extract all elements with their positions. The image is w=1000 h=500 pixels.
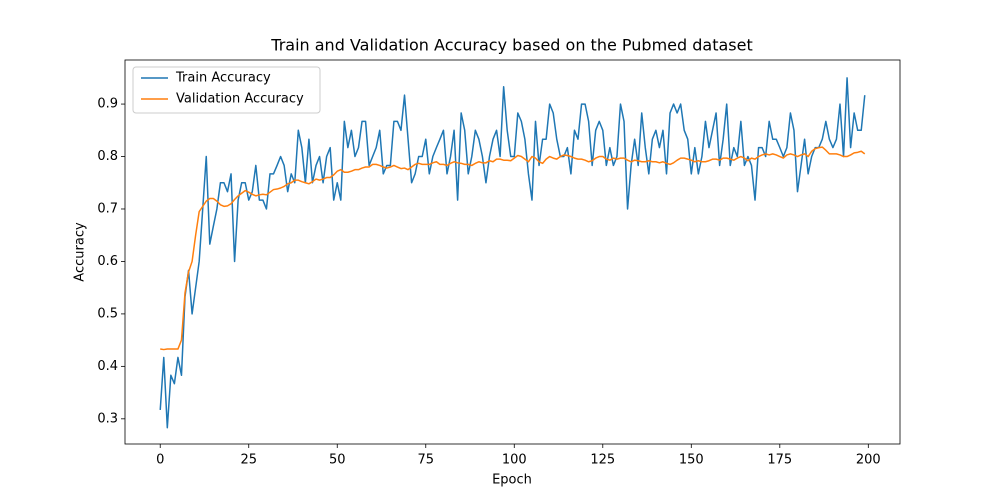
x-axis-label: Epoch — [492, 473, 532, 488]
x-tick-label: 200 — [856, 453, 881, 468]
y-tick-label: 0.5 — [97, 306, 118, 321]
x-tick-label: 150 — [679, 453, 704, 468]
y-tick-label: 0.6 — [97, 254, 118, 269]
series-line — [159, 77, 866, 429]
x-tick-label: 175 — [767, 453, 792, 468]
y-tick-label: 0.7 — [97, 201, 118, 216]
x-tick-label: 75 — [417, 453, 434, 468]
y-axis-label: Accuracy — [73, 222, 88, 282]
x-tick-label: 25 — [240, 453, 257, 468]
plot-frame — [124, 59, 901, 445]
legend-label: Validation Accuracy — [176, 92, 304, 107]
legend-label: Train Accuracy — [175, 71, 271, 86]
y-tick-label: 0.9 — [97, 97, 118, 112]
series-line — [160, 146, 866, 351]
x-tick-label: 125 — [590, 453, 615, 468]
x-tick-label: 0 — [156, 453, 164, 468]
y-tick-label: 0.3 — [97, 411, 118, 426]
x-tick-label: 50 — [329, 453, 346, 468]
x-tick-label: 100 — [502, 453, 527, 468]
legend-box — [132, 66, 321, 114]
y-tick-label: 0.4 — [97, 359, 118, 374]
chart-title: Train and Validation Accuracy based on t… — [270, 36, 752, 55]
y-tick-label: 0.8 — [97, 149, 118, 164]
